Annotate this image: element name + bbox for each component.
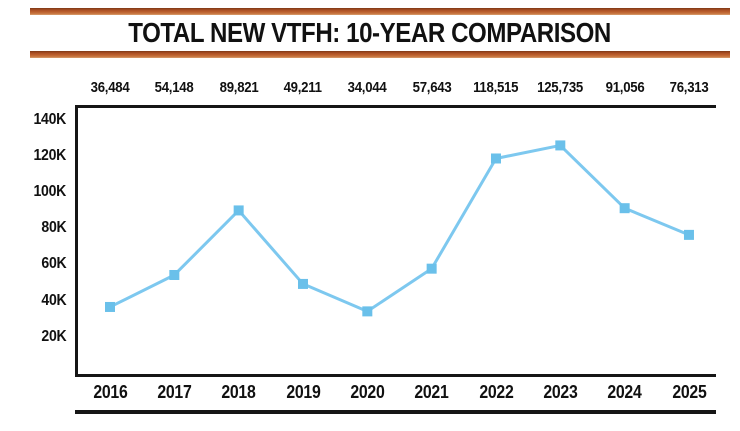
y-axis-tick-label: 120K bbox=[0, 147, 66, 165]
data-point-marker bbox=[105, 301, 115, 312]
data-point-marker bbox=[169, 269, 180, 280]
data-value-label-text: 91,056 bbox=[605, 79, 645, 96]
data-value-label-text: 49,211 bbox=[283, 79, 323, 96]
accent-rule-top bbox=[30, 8, 730, 15]
y-axis-tick-text: 100K bbox=[33, 183, 66, 200]
y-axis-tick-label: 40K bbox=[0, 292, 66, 310]
x-axis-tick-label: 2024 bbox=[575, 382, 675, 402]
data-value-label: 89,821 bbox=[189, 79, 289, 97]
data-value-label: 125,735 bbox=[510, 79, 610, 97]
x-axis-tick-label: 2020 bbox=[317, 382, 417, 402]
x-axis-tick-text: 2022 bbox=[478, 382, 514, 402]
data-point-marker bbox=[619, 203, 630, 214]
y-axis-tick-text: 20K bbox=[40, 327, 66, 345]
x-axis-tick-text: 2023 bbox=[543, 382, 578, 402]
y-axis-tick-label: 60K bbox=[0, 255, 66, 273]
y-axis-tick-label: 100K bbox=[0, 183, 66, 201]
data-value-label-text: 125,735 bbox=[537, 79, 584, 96]
y-axis-tick-text: 120K bbox=[33, 146, 66, 164]
data-value-label: 118,515 bbox=[446, 79, 546, 97]
chart-title-text: TOTAL NEW VTFH: 10-YEAR COMPARISON bbox=[128, 17, 612, 48]
data-point-marker bbox=[233, 205, 244, 216]
chart-title: TOTAL NEW VTFH: 10-YEAR COMPARISON bbox=[0, 17, 740, 49]
y-axis-tick-label: 140K bbox=[0, 111, 66, 129]
data-value-label: 54,148 bbox=[124, 79, 224, 97]
x-axis-tick-text: 2018 bbox=[221, 382, 256, 402]
data-point-marker bbox=[683, 229, 694, 240]
plot-area bbox=[75, 105, 716, 377]
data-value-label-text: 54,148 bbox=[154, 79, 194, 96]
x-axis-tick-label: 2019 bbox=[253, 382, 353, 402]
data-value-label: 57,643 bbox=[382, 79, 482, 97]
data-point-marker bbox=[297, 278, 308, 289]
x-axis-tick-label: 2017 bbox=[124, 382, 224, 402]
data-point-marker bbox=[490, 153, 501, 164]
x-axis-tick-text: 2017 bbox=[157, 382, 192, 402]
data-value-label: 76,313 bbox=[639, 79, 739, 97]
data-value-label-text: 57,643 bbox=[412, 79, 452, 96]
data-value-label-text: 76,313 bbox=[669, 79, 709, 96]
data-value-label-text: 118,515 bbox=[473, 79, 519, 96]
x-axis-tick-label: 2021 bbox=[382, 382, 482, 402]
data-value-label: 91,056 bbox=[575, 79, 675, 97]
x-axis-tick-text: 2025 bbox=[671, 382, 707, 402]
x-axis-tick-label: 2025 bbox=[639, 382, 739, 402]
x-axis-tick-text: 2021 bbox=[414, 382, 449, 402]
y-axis-tick-text: 40K bbox=[40, 291, 66, 309]
data-value-label-text: 36,484 bbox=[90, 79, 130, 96]
x-axis-tick-label: 2016 bbox=[60, 382, 160, 402]
data-value-label: 36,484 bbox=[60, 79, 160, 97]
data-point-marker bbox=[362, 306, 373, 317]
accent-rule-bottom bbox=[30, 51, 730, 58]
data-value-label-text: 89,821 bbox=[219, 79, 259, 96]
series-line bbox=[109, 143, 690, 313]
data-value-label-text: 34,044 bbox=[347, 79, 387, 96]
y-axis-tick-text: 80K bbox=[40, 219, 66, 237]
data-value-label: 49,211 bbox=[253, 79, 353, 97]
y-axis-tick-label: 80K bbox=[0, 219, 66, 237]
data-point-marker bbox=[426, 263, 437, 274]
x-axis-tick-label: 2023 bbox=[510, 382, 610, 402]
x-axis-tick-text: 2016 bbox=[92, 382, 128, 402]
bottom-rule bbox=[75, 410, 716, 414]
x-axis-tick-label: 2022 bbox=[446, 382, 546, 402]
data-value-label: 34,044 bbox=[317, 79, 417, 97]
x-axis-tick-label: 2018 bbox=[189, 382, 289, 402]
x-axis-tick-text: 2024 bbox=[607, 382, 642, 402]
x-axis-tick-text: 2020 bbox=[350, 382, 385, 402]
y-axis-tick-text: 60K bbox=[40, 255, 66, 273]
y-axis-tick-label: 20K bbox=[0, 328, 66, 346]
y-axis-tick-text: 140K bbox=[33, 110, 66, 128]
x-axis-tick-text: 2019 bbox=[285, 382, 321, 402]
data-point-marker bbox=[555, 140, 566, 151]
